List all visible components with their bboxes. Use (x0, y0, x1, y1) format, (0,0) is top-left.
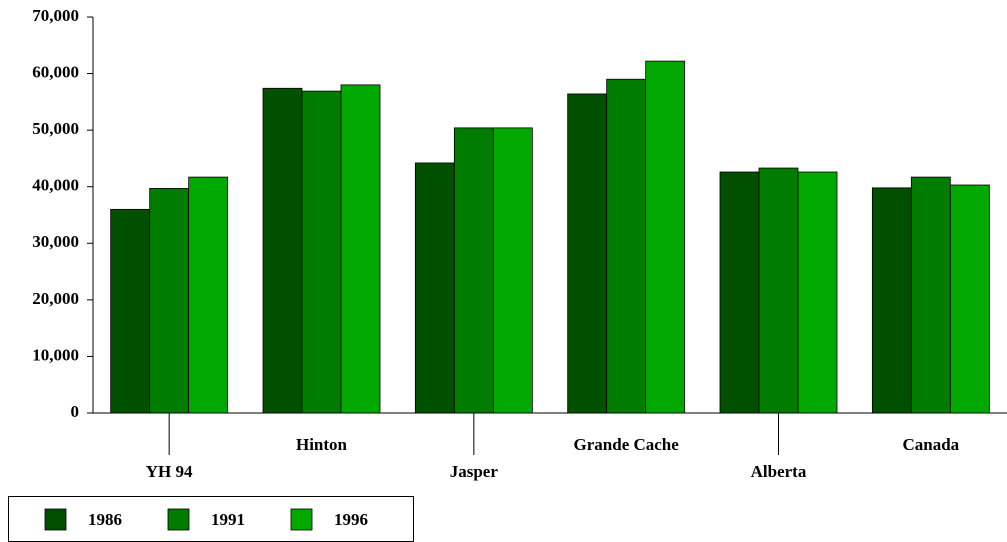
y-tick-label: 60,000 (32, 62, 79, 81)
legend-swatch (290, 508, 313, 531)
bar (567, 93, 608, 414)
bar (871, 187, 912, 414)
x-tick-label: Grande Cache (574, 435, 680, 454)
y-tick-label: 50,000 (32, 119, 79, 138)
legend-label: 1991 (211, 510, 245, 529)
bar (301, 90, 342, 414)
legend-box (8, 496, 414, 542)
bar (149, 188, 190, 414)
y-tick-label: 10,000 (32, 345, 79, 364)
x-tick-label: Canada (902, 435, 959, 454)
bar (719, 171, 760, 414)
bar (110, 208, 151, 414)
bar (188, 176, 229, 414)
x-tick-label: YH 94 (146, 462, 193, 481)
bar (262, 87, 303, 414)
y-tick-label: 40,000 (32, 176, 79, 195)
x-tick-label: Alberta (751, 462, 807, 481)
bar (645, 60, 686, 414)
bar (797, 171, 838, 414)
y-tick-label: 70,000 (32, 6, 79, 25)
bar (453, 127, 494, 414)
bar (340, 84, 381, 414)
bar (949, 184, 990, 414)
bar (606, 78, 647, 414)
legend-swatch (44, 508, 67, 531)
y-tick-label: 0 (71, 402, 80, 421)
legend-label: 1986 (88, 510, 122, 529)
x-tick-label: Hinton (296, 435, 348, 454)
legend-label: 1996 (334, 510, 368, 529)
bar (414, 162, 455, 414)
legend-swatch (167, 508, 190, 531)
y-tick-label: 20,000 (32, 289, 79, 308)
y-tick-label: 30,000 (32, 232, 79, 251)
bar (910, 176, 951, 414)
bar (758, 167, 799, 414)
bar (492, 127, 533, 414)
x-tick-label: Jasper (450, 462, 499, 481)
